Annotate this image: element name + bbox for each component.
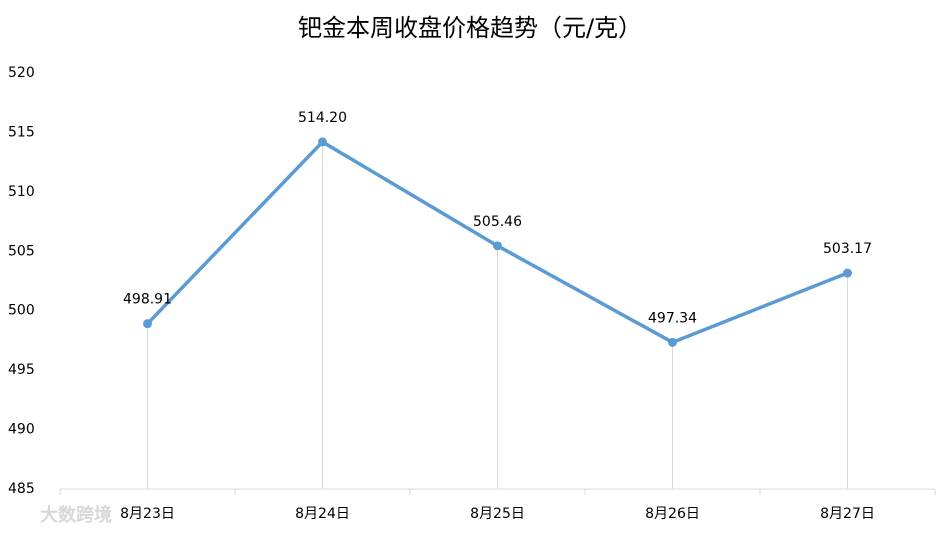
y-tick-label: 500: [8, 303, 35, 319]
y-tick-label: 515: [8, 124, 35, 140]
data-label: 514.20: [298, 110, 347, 126]
x-tick-label: 8月27日: [820, 506, 875, 522]
x-tick-label: 8月25日: [470, 506, 525, 522]
point: [843, 268, 852, 278]
y-tick-label: 510: [8, 184, 35, 200]
point: [143, 319, 152, 329]
y-tick-label: 520: [8, 65, 35, 81]
data-label: 497.34: [648, 310, 697, 326]
data-label: 503.17: [823, 241, 872, 257]
y-tick-label: 505: [8, 243, 35, 259]
x-tick-label: 8月24日: [295, 506, 350, 522]
x-tick-label: 8月23日: [120, 506, 175, 522]
y-tick-label: 485: [8, 481, 35, 497]
data-label: 498.91: [123, 292, 172, 308]
watermark: 大数跨境: [40, 504, 112, 526]
y-tick-label: 490: [8, 422, 35, 438]
point: [493, 241, 502, 251]
y-tick-label: 495: [8, 362, 35, 378]
data-label: 505.46: [473, 214, 522, 230]
point: [318, 137, 327, 147]
chart-title: 钯金本周收盘价格趋势（元/克）: [298, 14, 642, 42]
point: [668, 337, 677, 347]
x-tick-label: 8月26日: [645, 506, 700, 522]
